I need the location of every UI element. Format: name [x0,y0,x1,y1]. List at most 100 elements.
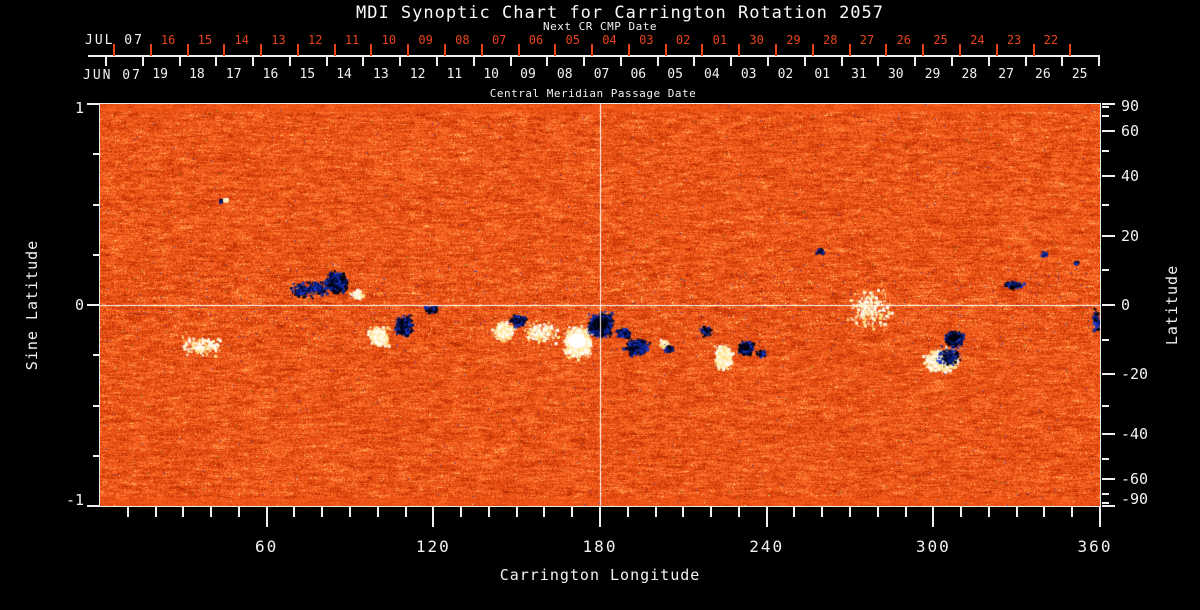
next-cr-tick [701,44,704,56]
x-minor-tick [321,507,324,517]
x-minor-tick [571,507,574,517]
x-tick-label: 300 [915,537,951,556]
y-left-major-tick [87,304,100,306]
next-cr-tick [407,44,410,56]
cmp-tick [509,56,512,66]
x-minor-tick [349,507,351,517]
x-minor-tick [154,507,157,517]
cmp-day: 13 [373,67,389,82]
y-right-tick-label: -40 [1121,425,1149,444]
cmp-tick [436,56,439,66]
next-cr-day: 02 [675,33,691,47]
next-cr-day: 13 [271,33,286,47]
y-right-tick-label: -90 [1121,490,1149,508]
next-cr-day: 26 [896,33,911,47]
cmp-tick [803,56,806,66]
next-cr-day: 27 [859,33,875,47]
next-cr-day: 14 [234,33,249,47]
cmp-day: 15 [299,67,316,82]
y-left-tick-label: 0 [74,296,84,314]
magnetogram-plot-frame [99,103,1101,507]
x-minor-tick [1071,507,1074,517]
y-right-minor-tick [1102,404,1109,407]
y-left-tick-label: 1 [74,99,84,117]
cmp-tick [1061,56,1064,66]
next-cr-tick [775,44,778,56]
y-right-major-tick [1102,174,1115,177]
cmp-tick [987,56,990,66]
next-cr-tick [186,44,189,56]
next-cr-day: 22 [1043,33,1059,47]
cmp-tick [656,56,659,66]
next-cr-day: 06 [528,33,544,47]
next-cr-tick [591,44,594,56]
magnetogram-canvas [100,104,1100,506]
x-major-tick [265,507,268,527]
cmp-day: 09 [520,67,536,82]
next-cr-tick [885,44,888,56]
cmp-tick [767,56,770,66]
cmp-day: 18 [189,67,205,82]
next-cr-tick [480,44,483,56]
next-cr-tick [296,44,299,56]
cmp-day: 26 [1035,67,1051,82]
next-cr-day: 12 [308,33,323,47]
cmp-tick [472,56,475,66]
cmp-day: 05 [667,67,683,82]
x-minor-tick [987,507,990,517]
next-cr-tick [113,44,115,56]
next-cr-tick [995,44,998,56]
cmp-day: 28 [961,67,978,82]
y-left-tick-label: -1 [65,491,84,509]
next-cr-tick [333,44,336,56]
y-right-minor-tick [1102,106,1109,109]
next-cr-tick [554,44,557,56]
cmp-day: 30 [887,67,904,82]
y-left-minor-tick [93,203,100,206]
y-right-minor-tick [1102,338,1109,341]
cmp-tick [840,56,843,66]
y-right-minor-tick [1102,150,1109,153]
x-minor-tick [710,507,713,517]
x-minor-tick [904,507,907,517]
x-minor-tick [654,507,657,517]
y-right-major-tick [1102,505,1115,507]
x-minor-tick [404,507,407,517]
x-minor-tick [460,507,463,517]
cmp-tick [914,56,917,66]
x-tick-label: 120 [415,537,451,556]
next-cr-tick [1069,44,1072,56]
y-right-tick-label: 40 [1121,166,1140,185]
x-minor-tick [821,507,824,517]
y-left-minor-tick [93,153,100,156]
next-cr-day: 11 [344,33,360,47]
y-right-tick-label: -20 [1121,364,1149,383]
x-minor-tick [682,507,685,517]
cmp-day: 29 [924,67,941,82]
x-minor-tick [237,507,240,517]
x-tick-label: 60 [255,537,279,556]
x-minor-tick [293,507,296,517]
x-minor-tick [626,507,629,517]
y-right-major-tick [1102,235,1115,238]
cmp-day: 17 [225,67,242,82]
cmp-day: 03 [740,67,757,82]
next-cr-tick [922,44,925,56]
cmp-tick [546,56,549,66]
cmp-tick [730,56,733,66]
next-cr-day: 25 [933,33,948,47]
next-cr-day: 05 [565,33,580,47]
x-major-tick [599,507,601,527]
x-minor-tick [876,507,879,517]
y-right-major-tick [1102,478,1115,481]
cmp-tick [583,56,586,66]
next-cr-tick [664,44,667,56]
cmp-tick [1024,56,1027,66]
x-minor-tick [793,507,796,517]
next-cr-tick [149,44,152,56]
cmp-day: 04 [704,67,720,82]
y-right-minor-tick [1102,457,1109,460]
cmp-tick [105,56,107,66]
next-cr-day: 16 [160,33,176,47]
cmp-day: 11 [446,67,463,82]
